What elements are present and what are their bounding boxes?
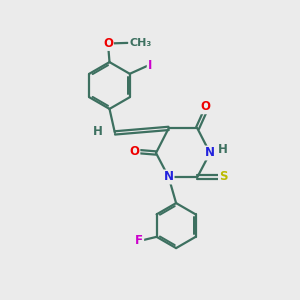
Text: F: F <box>135 234 143 247</box>
Text: CH₃: CH₃ <box>129 38 151 48</box>
Text: S: S <box>219 170 227 184</box>
Text: N: N <box>205 146 215 160</box>
Text: H: H <box>218 143 227 156</box>
Text: H: H <box>93 125 102 138</box>
Text: O: O <box>103 37 113 50</box>
Text: O: O <box>201 100 211 113</box>
Text: N: N <box>164 170 174 184</box>
Text: I: I <box>148 59 152 72</box>
Text: O: O <box>129 145 140 158</box>
